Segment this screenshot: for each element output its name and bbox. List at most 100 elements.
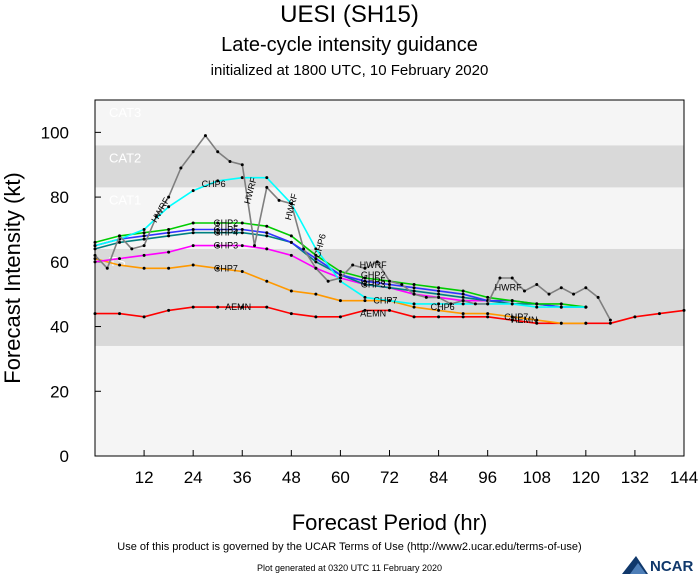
band-cat3 <box>95 100 684 146</box>
data-point-chp6 <box>240 176 244 180</box>
data-point-aemn <box>510 318 514 322</box>
data-point-aemn <box>461 315 465 319</box>
data-point-ghp4 <box>191 231 195 235</box>
data-point-hwrf <box>535 282 539 286</box>
data-point-ghp4 <box>363 282 367 286</box>
x-tick-label: 120 <box>572 468 600 487</box>
data-point-hwrf <box>179 166 183 170</box>
data-point-hwrf <box>400 282 404 286</box>
data-point-ghp5 <box>216 227 220 231</box>
data-point-aemn <box>265 305 269 309</box>
data-point-aemn <box>118 312 122 316</box>
data-point-chp7 <box>191 263 195 267</box>
chart-subtitle: Late-cycle intensity guidance <box>221 34 478 56</box>
data-point-chp7 <box>314 292 318 296</box>
data-point-ghp4 <box>314 260 318 264</box>
data-point-aemn <box>142 315 146 319</box>
data-point-ghp4 <box>216 231 220 235</box>
data-point-hwrf <box>265 185 269 189</box>
data-point-ghp5 <box>265 231 269 235</box>
data-point-chp6 <box>93 244 97 248</box>
y-tick-label: 60 <box>50 253 69 272</box>
data-point-aemn <box>608 321 612 325</box>
data-point-ghp4 <box>437 292 441 296</box>
data-point-chp7 <box>559 321 563 325</box>
ncar-logo-text: NCAR <box>650 558 694 575</box>
data-point-chp6 <box>314 247 318 251</box>
data-point-chp6 <box>167 205 171 209</box>
data-point-hwrf <box>93 253 97 257</box>
data-point-hwrf <box>154 215 158 219</box>
data-point-aemn <box>93 312 97 316</box>
band-cat2 <box>95 145 684 188</box>
data-point-hwrf <box>289 202 293 206</box>
x-tick-label: 132 <box>621 468 649 487</box>
data-point-hwrf <box>461 299 465 303</box>
data-point-ghp3 <box>191 244 195 248</box>
data-point-ghp4 <box>118 240 122 244</box>
data-point-chp6 <box>216 179 220 183</box>
data-point-hwrf <box>240 163 244 167</box>
data-point-aemn <box>682 308 686 312</box>
data-point-aemn <box>314 315 318 319</box>
data-point-chp6 <box>559 305 563 309</box>
data-point-ghp5 <box>437 289 441 293</box>
data-point-hwrf <box>559 286 563 290</box>
data-point-ghp5 <box>412 286 416 290</box>
data-point-chp6 <box>142 227 146 231</box>
data-point-ghp4 <box>388 286 391 290</box>
data-point-hwrf <box>424 295 428 299</box>
data-point-aemn <box>486 315 490 319</box>
band-label-cat2: CAT2 <box>109 150 141 165</box>
data-point-hwrf <box>314 266 318 270</box>
data-point-ghp4 <box>93 247 97 251</box>
data-point-ghp2 <box>437 286 441 290</box>
data-point-ghp5 <box>388 282 391 286</box>
x-tick-label: 24 <box>184 468 203 487</box>
x-tick-label: 108 <box>523 468 551 487</box>
data-point-ghp4 <box>265 234 269 238</box>
data-point-chp6 <box>584 305 588 309</box>
data-point-hwrf <box>437 295 441 299</box>
data-point-chp6 <box>265 176 269 180</box>
data-point-chp7 <box>363 299 367 303</box>
data-point-chp7 <box>338 299 342 303</box>
data-point-hwrf <box>302 247 306 251</box>
data-point-ghp5 <box>142 234 146 238</box>
data-point-aemn <box>437 315 441 319</box>
data-point-chp7 <box>412 305 416 309</box>
data-point-ghp3 <box>265 247 269 251</box>
data-point-chp7 <box>265 279 269 283</box>
x-tick-label: 36 <box>233 468 252 487</box>
y-axis-title: Forecast Intensity (kt) <box>0 172 25 384</box>
data-point-ghp2 <box>289 234 293 238</box>
data-point-hwrf <box>277 198 281 202</box>
series-label-hwrf: HWRF <box>360 260 387 270</box>
data-point-hwrf <box>142 244 146 248</box>
data-point-hwrf <box>547 292 551 296</box>
data-point-hwrf <box>498 276 502 280</box>
chart-title: UESI (SH15) <box>280 1 419 28</box>
data-point-ghp4 <box>412 289 416 293</box>
ncar-logo-icon <box>622 556 648 574</box>
x-tick-label: 96 <box>478 468 497 487</box>
data-point-chp7 <box>437 308 441 312</box>
data-point-hwrf <box>375 260 379 264</box>
data-point-ghp2 <box>363 276 367 280</box>
data-point-chp7 <box>289 289 293 293</box>
x-tick-label: 60 <box>331 468 350 487</box>
data-point-aemn <box>535 321 539 325</box>
data-point-ghp3 <box>240 244 244 248</box>
data-point-chp7 <box>535 318 539 322</box>
data-point-aemn <box>216 305 220 309</box>
x-tick-label: 12 <box>135 468 154 487</box>
data-point-chp6 <box>535 305 539 309</box>
data-point-hwrf <box>473 302 477 306</box>
data-point-ghp2 <box>412 282 416 286</box>
data-point-chp6 <box>437 302 441 306</box>
data-point-chp7 <box>584 321 588 325</box>
series-chp7 <box>93 257 588 325</box>
data-point-ghp3 <box>289 253 293 257</box>
data-point-chp6 <box>510 302 514 306</box>
